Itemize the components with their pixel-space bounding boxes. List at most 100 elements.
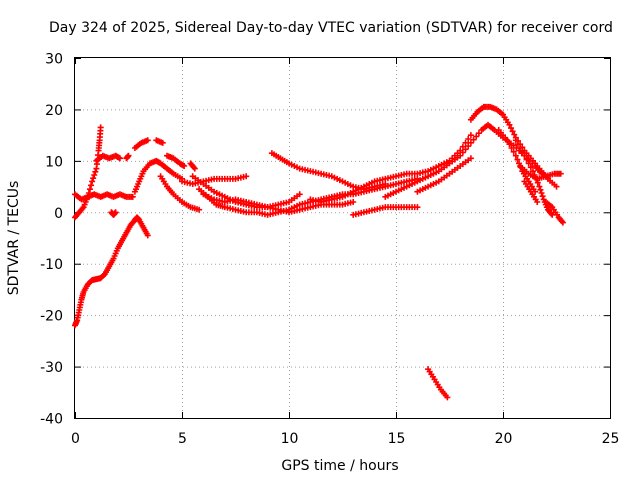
x-axis-label: GPS time / hours	[281, 458, 398, 474]
grid	[75, 58, 610, 418]
chart-title: Day 324 of 2025, Sidereal Day-to-day VTE…	[49, 20, 613, 36]
data-point	[521, 152, 528, 159]
x-tick-label: 15	[388, 431, 406, 447]
data-point	[514, 156, 521, 163]
data-point	[510, 148, 517, 155]
series-arc-8	[131, 157, 185, 195]
series-arc-3	[72, 191, 136, 203]
data-point	[465, 136, 472, 142]
series-arc-13	[179, 173, 250, 187]
data-point	[350, 199, 357, 205]
data-point	[529, 168, 536, 175]
data-point	[506, 121, 513, 128]
data-point	[414, 204, 421, 211]
data-point	[191, 165, 198, 172]
series-arc-27	[542, 199, 566, 226]
data-point	[504, 137, 511, 144]
y-tick-label: -10	[40, 257, 63, 273]
series-arc-18	[307, 132, 474, 205]
data-point	[557, 170, 564, 177]
data-point	[444, 394, 451, 401]
data-point	[559, 219, 566, 226]
data-point	[527, 164, 534, 171]
data-point	[508, 145, 515, 151]
series-arc-16	[200, 191, 357, 216]
data-point	[144, 232, 151, 239]
data-point	[457, 152, 464, 159]
data-point	[129, 193, 136, 200]
data-point	[125, 152, 132, 159]
data-point	[86, 186, 93, 193]
data-point	[144, 137, 151, 144]
data-point	[296, 191, 303, 198]
series-arc-11	[164, 152, 188, 169]
data-point	[465, 143, 472, 150]
y-tick-label: 20	[45, 103, 63, 119]
data-point	[525, 160, 532, 167]
series-arc-25	[517, 163, 564, 182]
data-point	[159, 139, 166, 146]
series-arc-28	[425, 366, 451, 401]
axis-ticks: 0 5 10 15 20 25 -40 -30 -20 -10 0 10 20 30	[40, 52, 619, 448]
data-point	[88, 182, 95, 189]
series-arc-6	[123, 152, 132, 162]
plot-frame	[74, 57, 611, 419]
data-point	[514, 141, 521, 148]
data-point	[467, 139, 474, 146]
series-arc-7	[131, 137, 151, 151]
y-tick-label: -30	[40, 360, 63, 376]
series-arc-20	[382, 121, 545, 200]
data-point	[509, 128, 516, 135]
y-tick-label: 0	[54, 206, 63, 222]
data-point	[523, 156, 530, 163]
data-point	[475, 130, 482, 137]
series-arc-19	[350, 204, 421, 218]
series-arc-26	[521, 178, 541, 205]
data-point	[506, 141, 513, 148]
data-point	[462, 139, 469, 146]
series-arc-2	[72, 124, 104, 221]
data-point	[517, 145, 524, 151]
series-arc-17	[268, 150, 389, 193]
data-point	[90, 175, 97, 182]
data-series	[72, 103, 566, 401]
data-point	[382, 181, 389, 187]
series-arc-4	[93, 152, 123, 164]
data-point	[116, 155, 123, 162]
data-point	[243, 173, 250, 180]
x-tick-label: 20	[495, 431, 513, 447]
data-point	[459, 149, 466, 156]
x-tick-label: 0	[71, 431, 80, 447]
y-tick-label: 10	[45, 154, 63, 170]
data-point	[470, 136, 477, 143]
x-tick-label: 25	[602, 431, 620, 447]
data-point	[462, 146, 469, 153]
series-arc-10	[157, 173, 203, 213]
y-tick-label: -40	[40, 412, 63, 428]
data-point	[473, 133, 480, 140]
data-point	[519, 148, 526, 155]
y-tick-label: 30	[45, 52, 63, 68]
x-tick-label: 5	[178, 431, 187, 447]
series-arc-21	[414, 155, 474, 195]
data-point	[536, 183, 543, 190]
y-tick-label: -20	[40, 309, 63, 325]
data-point	[534, 199, 541, 205]
x-tick-label: 10	[281, 431, 299, 447]
series-arc-9	[153, 137, 166, 146]
data-point	[512, 152, 519, 159]
data-point	[467, 132, 474, 139]
data-point	[537, 186, 544, 193]
data-point	[511, 131, 518, 138]
data-point	[553, 183, 560, 190]
data-point	[508, 125, 515, 132]
series-arc-1	[72, 214, 151, 329]
data-point	[181, 163, 188, 169]
data-point	[196, 206, 203, 213]
data-point	[538, 190, 545, 196]
series-arc-12	[187, 160, 198, 172]
data-point	[512, 137, 519, 144]
data-point	[467, 155, 474, 162]
data-point	[539, 193, 546, 200]
